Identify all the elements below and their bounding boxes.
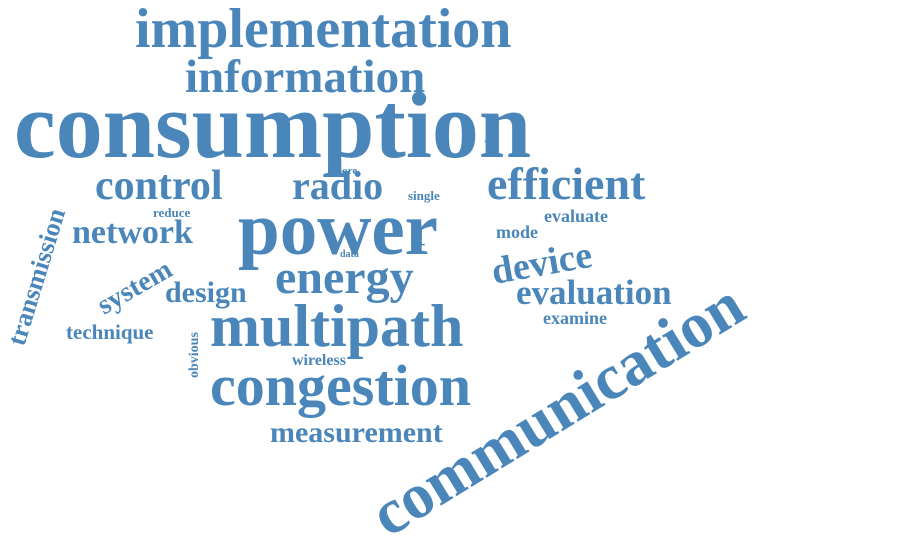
word-mode: mode [496,222,538,242]
word-examine: examine [543,308,607,328]
word-network: network [72,214,193,251]
word-consumption: consumption [14,74,531,178]
word-power: power [238,188,438,271]
word-philip: philip [482,121,499,150]
word-more: more [333,165,357,177]
word-path: path [414,226,425,246]
word-measurement: measurement [270,416,443,449]
word-energy: energy [275,251,414,304]
word-efficient: efficient [487,158,646,209]
word-control: control [95,163,223,209]
word-technique: technique [66,320,154,344]
word-single: single [408,188,440,203]
word-transmission: transmission [2,204,71,348]
word-multipath: multipath [210,293,463,359]
word-evaluation: evaluation [516,273,672,312]
word-data: data [340,249,359,260]
word-evaluate: evaluate [544,206,608,226]
word-obvious: obvious [187,332,202,378]
word-radio: radio [292,163,383,208]
word-information: information [185,51,425,103]
word-wireless: wireless [292,352,346,369]
word-congestion: congestion [210,353,471,418]
word-reduce: reduce [153,205,191,220]
word-implementation: implementation [135,0,511,60]
word-design: design [165,276,247,309]
